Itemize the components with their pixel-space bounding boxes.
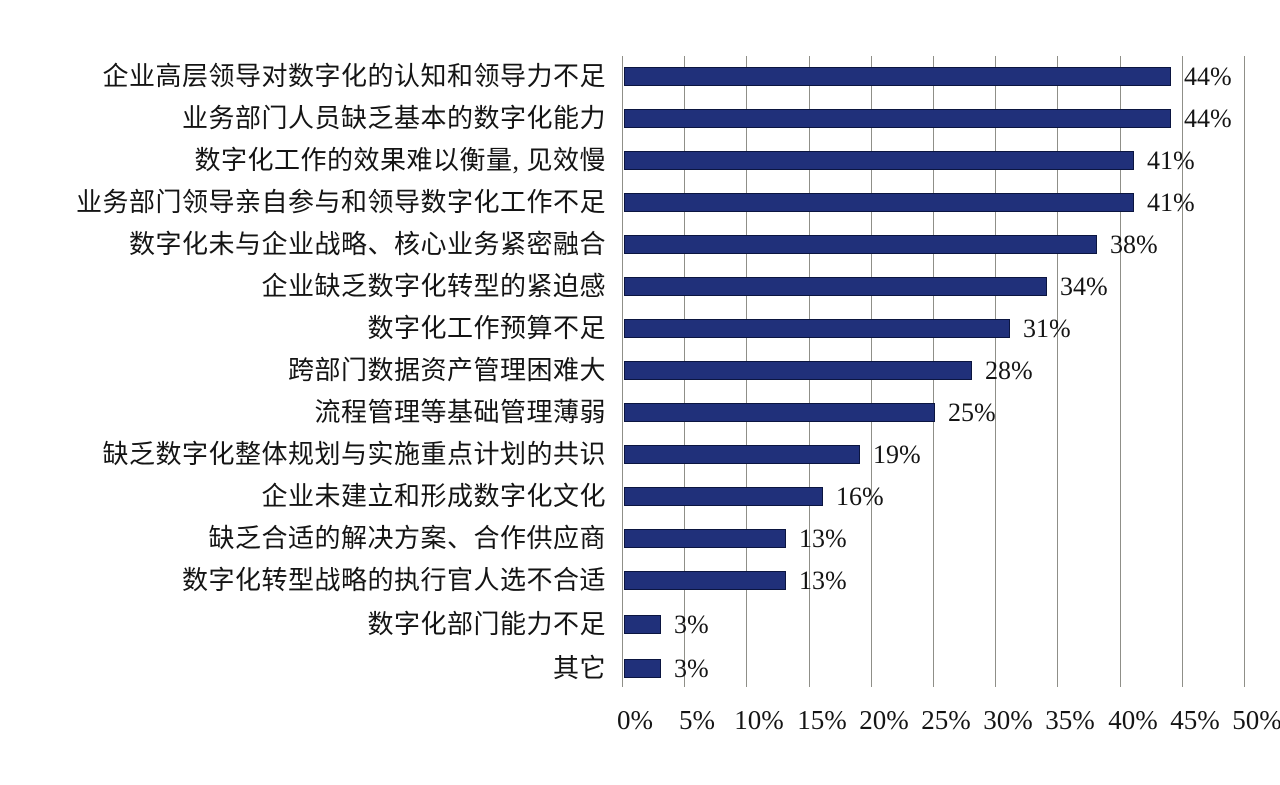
value-label-row-5: 38% [1110, 230, 1158, 259]
value-label-row-12: 13% [799, 524, 847, 553]
bar-row-8 [624, 361, 972, 380]
category-label-row-1: 企业高层领导对数字化的认知和领导力不足 [102, 62, 606, 91]
category-label-row-8: 跨部门数据资产管理困难大 [287, 356, 606, 385]
bar-row-13 [624, 571, 786, 590]
value-label-row-7: 31% [1023, 314, 1071, 343]
bar-row-6 [624, 277, 1047, 296]
bar-row-9 [624, 403, 935, 422]
value-label-row-8: 28% [985, 356, 1033, 385]
x-tick-25%: 25% [921, 705, 971, 735]
category-label-row-12: 缺乏合适的解决方案、合作供应商 [208, 524, 606, 553]
category-label-row-2: 业务部门人员缺乏基本的数字化能力 [181, 104, 606, 133]
bar-row-11 [624, 487, 823, 506]
value-label-row-9: 25% [948, 398, 996, 427]
x-tick-20%: 20% [859, 705, 909, 735]
category-label-row-9: 流程管理等基础管理薄弱 [314, 398, 606, 427]
bar-row-7 [624, 319, 1010, 338]
value-label-row-14: 3% [674, 610, 709, 639]
gridline-0% [622, 56, 623, 687]
x-tick-5%: 5% [679, 705, 715, 735]
plot-area: 44% 44% 41% 41% 38% 34% 31% 28% 25% 19% 16% 13% 13% 3… [622, 56, 1262, 687]
value-label-row-10: 19% [873, 440, 921, 469]
category-label-row-3: 数字化工作的效果难以衡量, 见效慢 [194, 146, 606, 175]
value-label-row-11: 16% [836, 482, 884, 511]
value-label-row-13: 13% [799, 566, 847, 595]
category-label-row-13: 数字化转型战略的执行官人选不合适 [181, 566, 606, 595]
gridline-30% [995, 56, 996, 687]
category-label-row-6: 企业缺乏数字化转型的紧迫感 [261, 272, 606, 301]
category-label-row-15: 其它 [552, 654, 606, 683]
gridline-45% [1182, 56, 1183, 687]
bar-row-12 [624, 529, 786, 548]
bar-row-15 [624, 659, 661, 678]
x-tick-50%: 50% [1232, 705, 1280, 735]
x-tick-10%: 10% [734, 705, 784, 735]
category-label-row-5: 数字化未与企业战略、核心业务紧密融合 [128, 230, 606, 259]
value-label-row-1: 44% [1184, 62, 1232, 91]
category-label-row-7: 数字化工作预算不足 [367, 314, 606, 343]
bar-row-4 [624, 193, 1134, 212]
value-label-row-2: 44% [1184, 104, 1232, 133]
gridline-50% [1244, 56, 1245, 687]
value-label-row-15: 3% [674, 654, 709, 683]
bar-row-2 [624, 109, 1171, 128]
category-label-row-11: 企业未建立和形成数字化文化 [261, 482, 606, 511]
bar-row-5 [624, 235, 1097, 254]
category-label-row-10: 缺乏数字化整体规划与实施重点计划的共识 [102, 440, 606, 469]
x-tick-0%: 0% [617, 705, 653, 735]
x-tick-15%: 15% [797, 705, 847, 735]
x-tick-40%: 40% [1108, 705, 1158, 735]
gridline-35% [1057, 56, 1058, 687]
category-label-row-4: 业务部门领导亲自参与和领导数字化工作不足 [75, 188, 606, 217]
bar-row-3 [624, 151, 1134, 170]
bar-row-10 [624, 445, 860, 464]
bar-row-1 [624, 67, 1171, 86]
bar-row-14 [624, 615, 661, 634]
x-tick-35%: 35% [1045, 705, 1095, 735]
x-tick-45%: 45% [1170, 705, 1220, 735]
value-label-row-3: 41% [1147, 146, 1195, 175]
x-tick-30%: 30% [983, 705, 1033, 735]
gridline-40% [1120, 56, 1121, 687]
value-label-row-6: 34% [1060, 272, 1108, 301]
category-label-row-14: 数字化部门能力不足 [367, 610, 606, 639]
value-label-row-4: 41% [1147, 188, 1195, 217]
